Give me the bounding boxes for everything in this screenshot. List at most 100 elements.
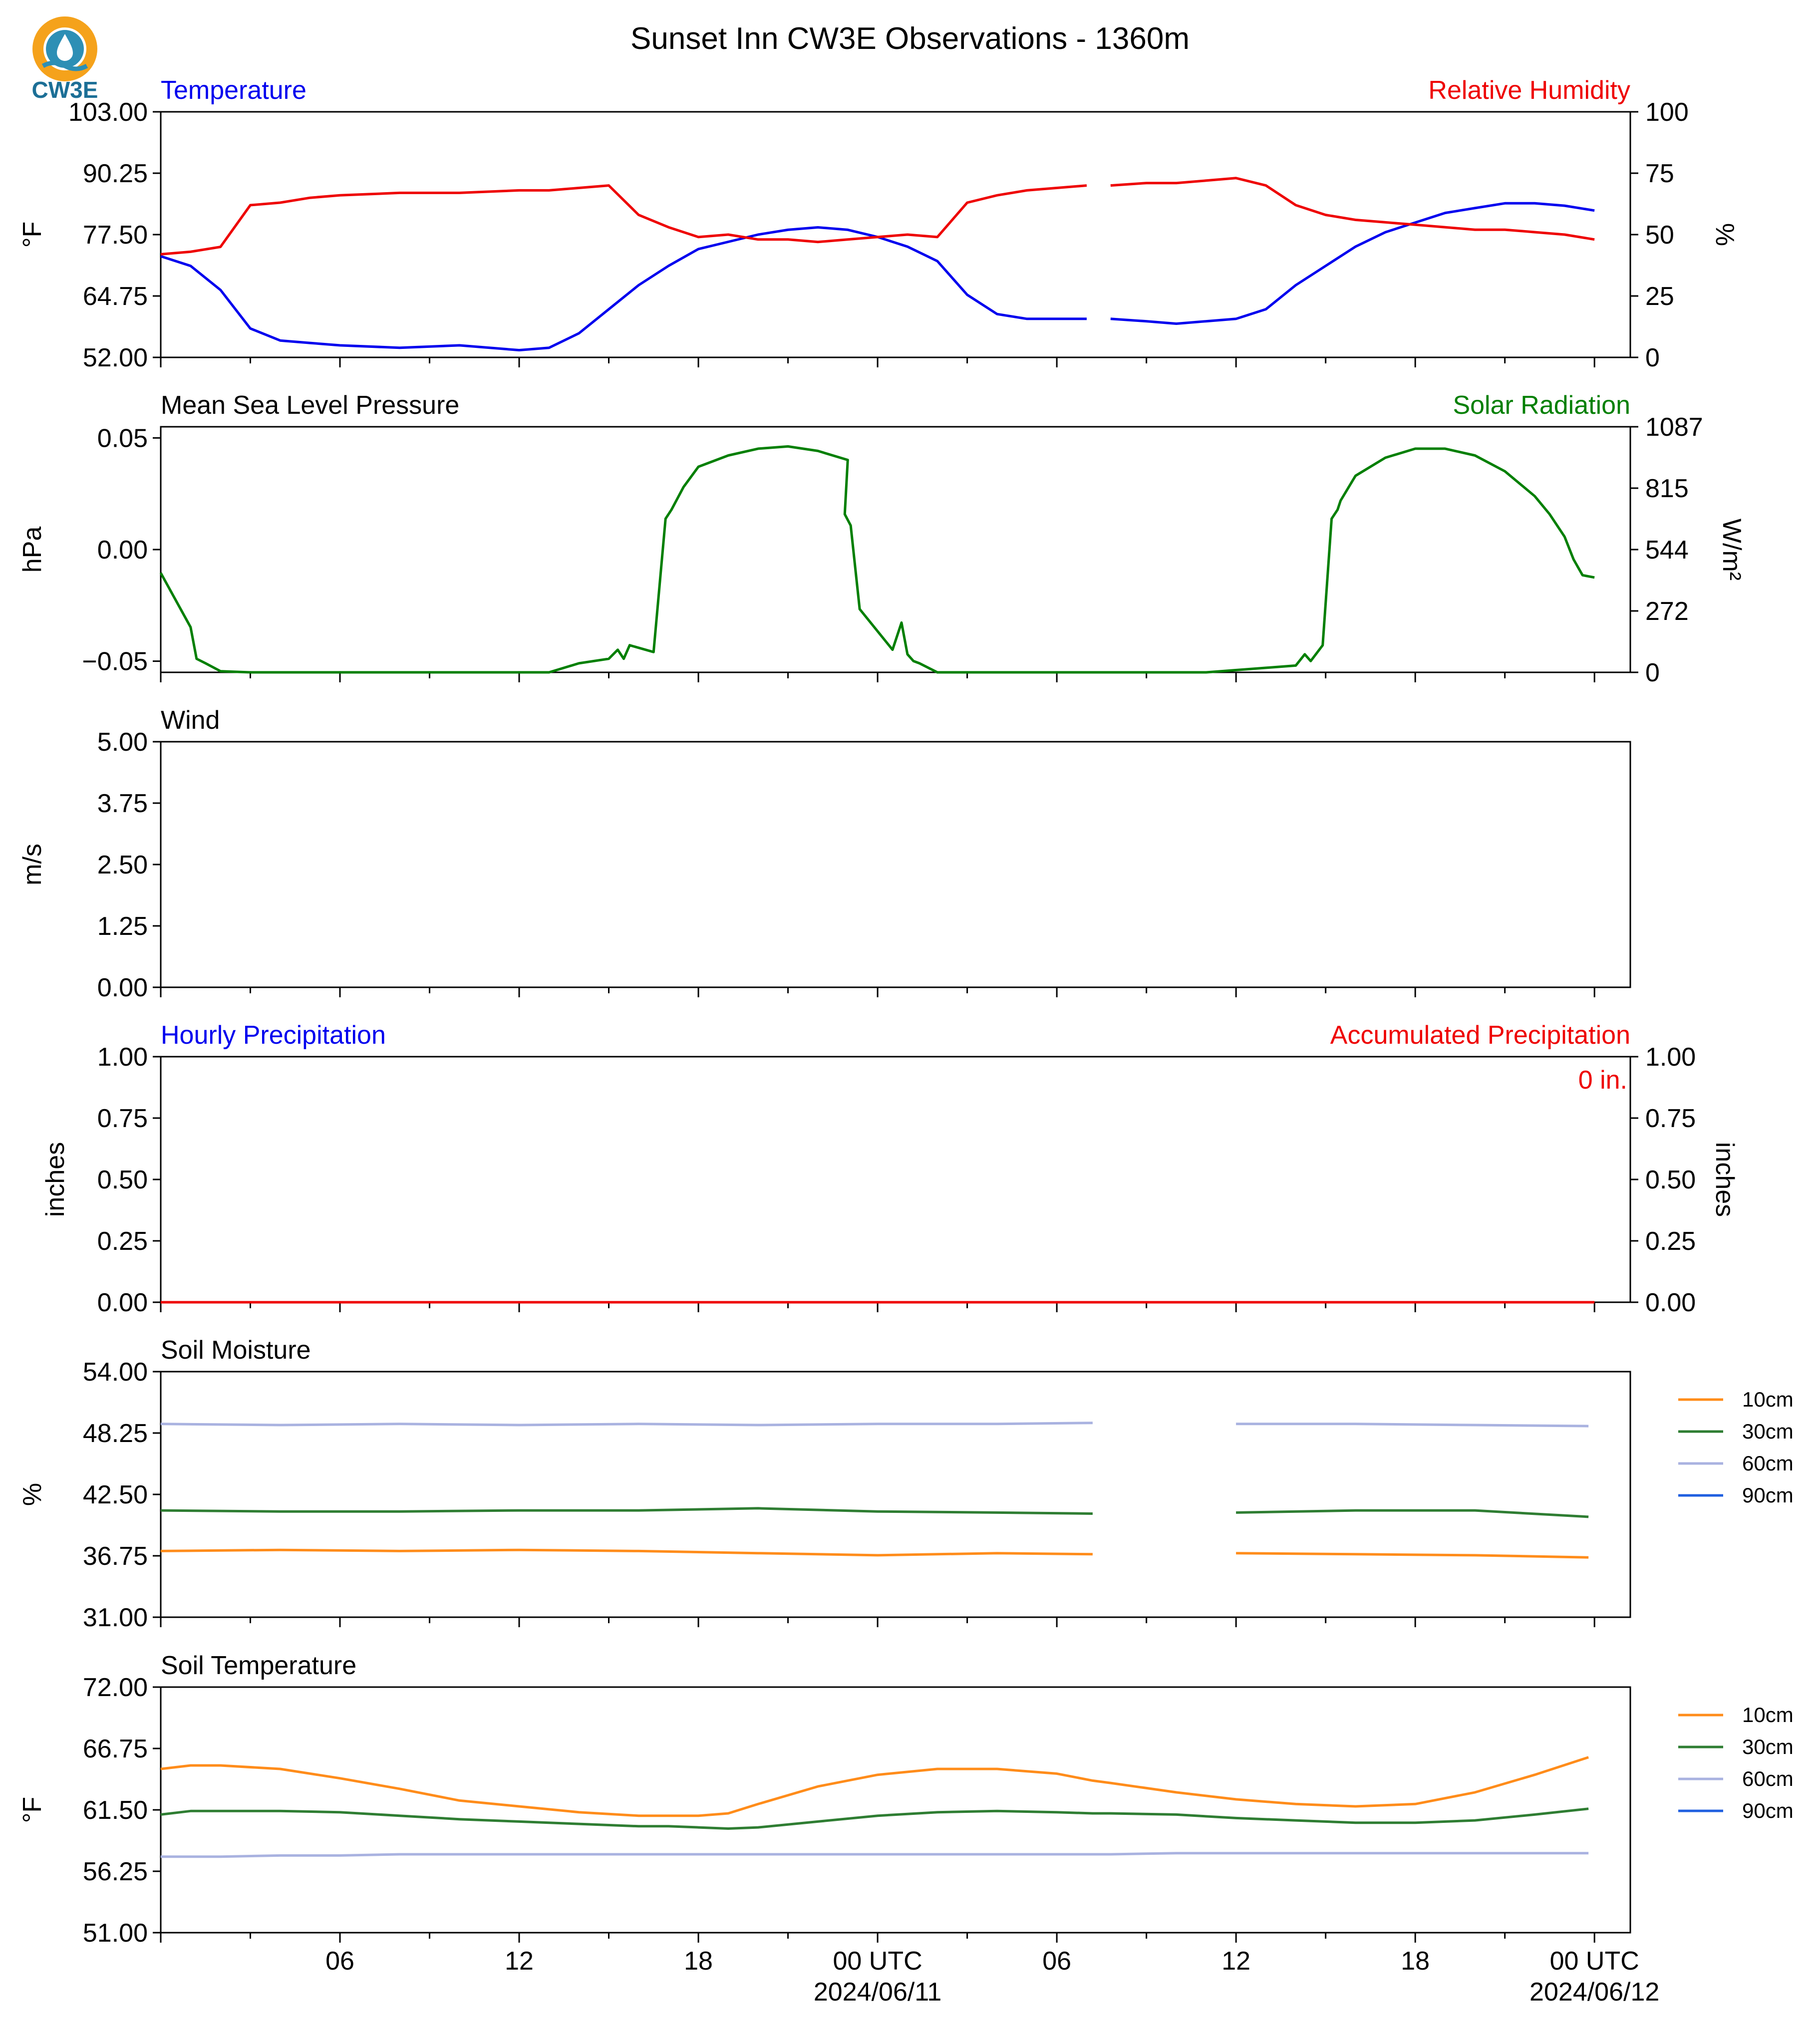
y-tick-label-left: 103.00 xyxy=(68,98,148,127)
y-tick-label-right: 0 xyxy=(1645,658,1660,687)
legend-label: 30cm xyxy=(1742,1735,1794,1758)
y-tick-label-left: 77.50 xyxy=(83,221,148,250)
y-tick-label-left: −0.05 xyxy=(82,647,148,676)
logo-ring xyxy=(32,16,97,81)
y-tick-label-left: 1.00 xyxy=(97,1043,148,1072)
y-tick-label-left: 64.75 xyxy=(83,282,148,311)
y-tick-label-left: 66.75 xyxy=(83,1735,148,1763)
y-tick-label-left: 1.25 xyxy=(97,912,148,941)
x-tick-label: 06 xyxy=(1042,1947,1071,1976)
y-tick-label-left: 72.00 xyxy=(83,1673,148,1702)
y-tick-label-left: 36.75 xyxy=(83,1542,148,1571)
series-line-temperature xyxy=(160,202,1595,351)
plot-frame xyxy=(160,426,1631,673)
y-tick-label-left: 51.00 xyxy=(83,1919,148,1948)
y-axis-label-left: m/s xyxy=(18,844,47,885)
panel-title-left: Soil Temperature xyxy=(161,1651,356,1680)
plot-frame xyxy=(160,1371,1631,1618)
y-tick-label-right: 815 xyxy=(1645,474,1689,503)
x-date-label: 2024/06/11 xyxy=(814,1978,941,2007)
panels: Temperature Relative Humidity 52.00 64.75 77… xyxy=(18,76,1794,2007)
y-tick-label-left: 56.25 xyxy=(83,1857,148,1886)
y-tick-label-left: 0.25 xyxy=(97,1227,148,1256)
y-axis-label-left: inches xyxy=(41,1142,70,1217)
y-tick-label-right: 544 xyxy=(1645,536,1689,565)
panel-title-left: Wind xyxy=(161,706,220,735)
y-tick-label-right: 50 xyxy=(1645,221,1674,250)
plot-frame xyxy=(160,1686,1631,1934)
logo-text: CW3E xyxy=(32,77,98,103)
x-tick-label: 12 xyxy=(505,1947,534,1976)
legend-label: 60cm xyxy=(1742,1451,1794,1475)
series-line-solar-radiation xyxy=(159,445,1595,674)
legend-label: 10cm xyxy=(1742,1388,1794,1411)
y-tick-label-left: 54.00 xyxy=(83,1358,148,1387)
series-legend: 10cm 30cm 60cm 90cm xyxy=(1678,1388,1794,1507)
y-tick-label-left: 0.00 xyxy=(97,1288,148,1317)
y-axis-label-right: inches xyxy=(1710,1142,1739,1217)
panel-title-right: Relative Humidity xyxy=(1428,76,1630,105)
y-axis-label-right: W/m² xyxy=(1717,519,1746,580)
logo-wave-icon xyxy=(41,60,88,71)
x-tick-label: 00 UTC xyxy=(1550,1947,1639,1976)
series-line-30cm xyxy=(160,1507,1589,1518)
legend-label: 10cm xyxy=(1742,1703,1794,1727)
y-tick-label-right: 75 xyxy=(1645,159,1674,188)
legend-label: 90cm xyxy=(1742,1483,1794,1507)
y-axis-label-left: % xyxy=(18,1483,47,1506)
panel-title-left: Hourly Precipitation xyxy=(161,1021,386,1050)
y-tick-label-right: 0.50 xyxy=(1645,1165,1696,1194)
panel-soil-temperature: Soil Temperature 51.00 56.25 61.50 66.75 72.0… xyxy=(18,1651,1794,1948)
panel-title-right: Solar Radiation xyxy=(1453,391,1630,420)
series-line-30cm xyxy=(160,1807,1589,1830)
panel-wind: Wind 0.00 1.25 2.50 3.75 5.00 m/s xyxy=(18,706,1631,1002)
legend-label: 30cm xyxy=(1742,1420,1794,1443)
plot-frame xyxy=(160,741,1631,988)
panel-temperature-rh: Temperature Relative Humidity 52.00 64.75 77… xyxy=(18,76,1739,372)
series-line-10cm xyxy=(160,1548,1589,1559)
y-tick-label-left: 31.00 xyxy=(83,1603,148,1632)
y-axis-label-left: °F xyxy=(18,222,47,248)
figure-title: Sunset Inn CW3E Observations - 1360m xyxy=(630,21,1190,56)
y-tick-label-right: 100 xyxy=(1645,98,1689,127)
panel-precipitation: Hourly Precipitation Accumulated Precipit… xyxy=(41,1021,1739,1317)
y-tick-label-left: 0.00 xyxy=(97,536,148,565)
y-tick-label-left: 52.00 xyxy=(83,343,148,372)
y-tick-label-left: 3.75 xyxy=(97,789,148,818)
accumulated-precip-annotation: 0 in. xyxy=(1578,1066,1627,1095)
x-tick-label: 12 xyxy=(1221,1947,1250,1976)
y-tick-label-right: 0.75 xyxy=(1645,1104,1696,1133)
plot-frame xyxy=(160,1056,1631,1303)
panel-title-right: Accumulated Precipitation xyxy=(1330,1021,1630,1050)
y-axis-label-left: hPa xyxy=(18,527,47,573)
x-tick-label: 18 xyxy=(1401,1947,1430,1976)
y-tick-label-left: 48.25 xyxy=(83,1419,148,1448)
logo-drop-icon xyxy=(57,34,73,61)
y-tick-label-left: 0.75 xyxy=(97,1104,148,1133)
legend-label: 90cm xyxy=(1742,1799,1794,1822)
y-tick-label-left: 61.50 xyxy=(83,1796,148,1825)
y-tick-label-right: 1.00 xyxy=(1645,1043,1696,1072)
x-tick-label: 18 xyxy=(684,1947,713,1976)
y-tick-label-left: 5.00 xyxy=(97,728,148,757)
series-legend: 10cm 30cm 60cm 90cm xyxy=(1678,1703,1794,1822)
panel-pressure-solar: Mean Sea Level Pressure Solar Radiation −0… xyxy=(18,391,1746,687)
y-tick-label-right: 272 xyxy=(1645,597,1689,626)
series-line-relative-humidity xyxy=(160,177,1595,256)
x-tick-label: 06 xyxy=(325,1947,354,1976)
x-tick-label: 00 UTC xyxy=(833,1947,922,1976)
y-tick-label-left: 0.00 xyxy=(97,973,148,1002)
y-axis-label-left: °F xyxy=(18,1797,47,1823)
y-tick-label-left: 2.50 xyxy=(97,851,148,879)
y-tick-label-left: 42.50 xyxy=(83,1480,148,1509)
y-tick-label-left: 0.50 xyxy=(97,1165,148,1194)
x-date-label: 2024/06/12 xyxy=(1529,1978,1659,2007)
panel-soil-moisture: Soil Moisture 31.00 36.75 42.50 48.25 54.00% 1… xyxy=(18,1336,1794,1632)
y-tick-label-left: 0.05 xyxy=(97,424,148,453)
series-line-60cm xyxy=(160,1422,1589,1428)
y-tick-label-right: 0.00 xyxy=(1645,1288,1696,1317)
series-line-60cm xyxy=(161,1852,1589,1858)
y-tick-label-right: 1087 xyxy=(1645,413,1703,442)
